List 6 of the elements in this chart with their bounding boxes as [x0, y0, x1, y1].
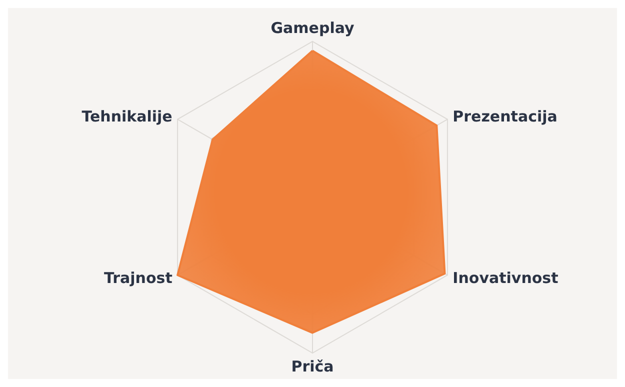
spoke-label: Prezentacija — [452, 107, 558, 126]
spoke-label: Trajnost — [104, 269, 172, 288]
spoke-label: Gameplay — [270, 18, 354, 37]
spoke-label: Inovativnost — [452, 269, 558, 288]
spoke-label: Priča — [291, 358, 334, 376]
spoke-label: Tehnikalije — [82, 107, 172, 126]
